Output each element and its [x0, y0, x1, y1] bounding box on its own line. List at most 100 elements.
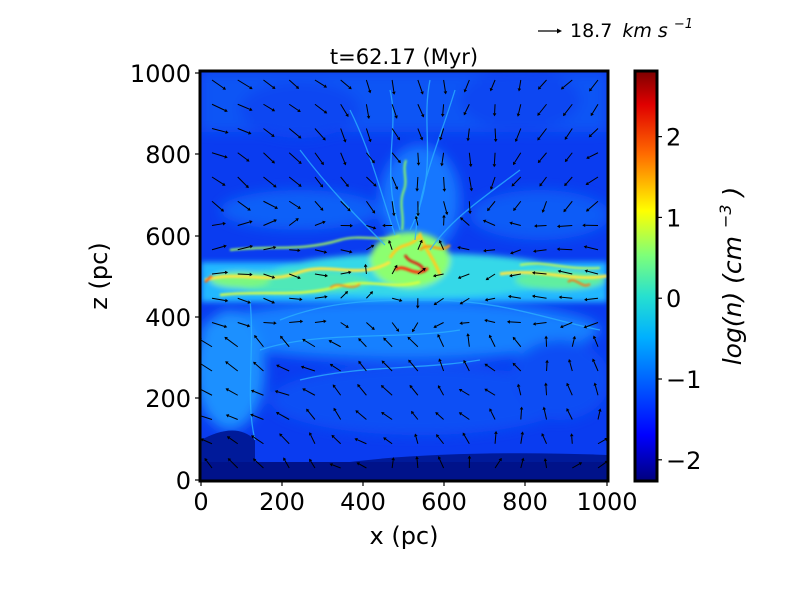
velocity-arrowhead [586, 155, 590, 159]
velocity-arrow [560, 270, 573, 275]
velocity-arrow [513, 176, 522, 185]
velocity-arrow [314, 152, 323, 163]
colorbar-tick-label: −1 [666, 366, 701, 394]
velocity-arrow [514, 364, 522, 372]
velocity-arrowhead [422, 267, 426, 272]
velocity-arrowhead [331, 434, 335, 439]
velocity-arrow [366, 246, 373, 251]
velocity-arrowhead [493, 139, 498, 143]
velocity-arrow [417, 128, 422, 138]
velocity-arrowhead [420, 91, 424, 95]
velocity-arrowhead [397, 159, 401, 164]
velocity-arrow [565, 128, 573, 138]
y-tick: 600 [145, 223, 200, 251]
velocity-arrowhead [444, 211, 449, 216]
velocity-arrowhead [432, 273, 437, 278]
velocity-arrowhead [249, 244, 254, 249]
velocity-arrowhead [367, 89, 372, 94]
velocity-arrowhead [295, 85, 300, 89]
velocity-arrowhead [273, 184, 277, 188]
quiver-key-unit: km s [622, 20, 668, 42]
velocity-arrow [226, 338, 239, 348]
x-tick: 800 [502, 481, 548, 516]
velocity-arrowhead [541, 433, 545, 437]
velocity-arrowhead [415, 456, 419, 460]
velocity-arrow [440, 128, 445, 138]
velocity-arrow [534, 295, 547, 299]
velocity-arrow [514, 200, 522, 209]
velocity-arrowhead [412, 328, 416, 333]
velocity-arrow [590, 79, 599, 90]
velocity-arrow [538, 103, 547, 114]
velocity-arrowhead [371, 326, 375, 331]
velocity-arrow [365, 79, 371, 91]
velocity-arrowhead [531, 271, 536, 275]
velocity-arrow [211, 223, 224, 226]
velocity-arrowhead [320, 161, 324, 166]
velocity-arrow [461, 218, 470, 226]
velocity-arrowhead [557, 269, 561, 274]
velocity-arrow [303, 366, 316, 372]
velocity-arrowhead [568, 358, 572, 363]
velocity-arrowhead [349, 223, 354, 228]
velocity-arrowhead [556, 224, 561, 229]
velocity-arrow [366, 322, 373, 329]
velocity-arrow [211, 272, 226, 275]
velocity-arrow [587, 297, 599, 301]
velocity-arrowhead [517, 88, 522, 92]
velocity-arrowhead [539, 183, 543, 187]
velocity-arrow [211, 200, 223, 211]
velocity-arrowhead [276, 364, 280, 368]
velocity-arrow [237, 246, 251, 251]
velocity-arrowhead [572, 335, 576, 340]
velocity-arrowhead [274, 390, 279, 394]
velocity-arrow [385, 438, 393, 445]
velocity-arrowhead [271, 300, 276, 304]
velocity-arrowhead [439, 137, 443, 141]
velocity-arrowhead [358, 338, 362, 342]
x-tick-label: 600 [421, 488, 467, 516]
velocity-arrow [254, 460, 264, 469]
velocity-arrow [391, 201, 395, 214]
velocity-arrowhead [598, 408, 602, 412]
velocity-arrow [468, 152, 472, 165]
velocity-arrow [255, 336, 264, 348]
velocity-arrowhead [246, 323, 251, 328]
density-field [201, 72, 607, 480]
velocity-arrowhead [245, 184, 249, 189]
velocity-arrowhead [345, 113, 349, 118]
velocity-arrowhead [298, 160, 302, 165]
velocity-arrow [391, 267, 397, 275]
velocity-arrowhead [246, 158, 250, 162]
velocity-arrow [415, 436, 419, 444]
velocity-arrowhead [494, 430, 498, 435]
velocity-arrowhead [563, 208, 567, 213]
velocity-arrowhead [220, 208, 225, 212]
velocity-arrow [487, 297, 496, 301]
velocity-arrowhead [363, 263, 368, 267]
velocity-arrow [417, 269, 424, 275]
velocity-arrowhead [482, 219, 487, 223]
velocity-arrow [288, 103, 299, 111]
velocity-arrowhead [328, 340, 333, 344]
y-tick: 800 [145, 141, 200, 169]
velocity-arrow [559, 248, 573, 251]
velocity-arrowhead [408, 359, 412, 364]
velocity-arrow [491, 176, 496, 188]
velocity-arrow [289, 297, 300, 300]
velocity-arrow [359, 362, 367, 372]
velocity-arrow [237, 79, 251, 88]
colorbar-label-close: ) [718, 187, 747, 199]
velocity-arrowhead [516, 383, 521, 388]
velocity-arrowhead [273, 321, 277, 325]
plot-frame [198, 69, 610, 483]
velocity-arrowhead [458, 388, 463, 393]
velocity-arrowhead [593, 382, 598, 386]
velocity-arrowhead [438, 239, 443, 244]
velocity-arrowhead [590, 112, 594, 117]
velocity-arrowhead [249, 85, 253, 90]
y-axis-label: z (pc) [85, 242, 113, 309]
velocity-arrow [358, 386, 367, 396]
velocity-arrowhead [223, 244, 227, 249]
